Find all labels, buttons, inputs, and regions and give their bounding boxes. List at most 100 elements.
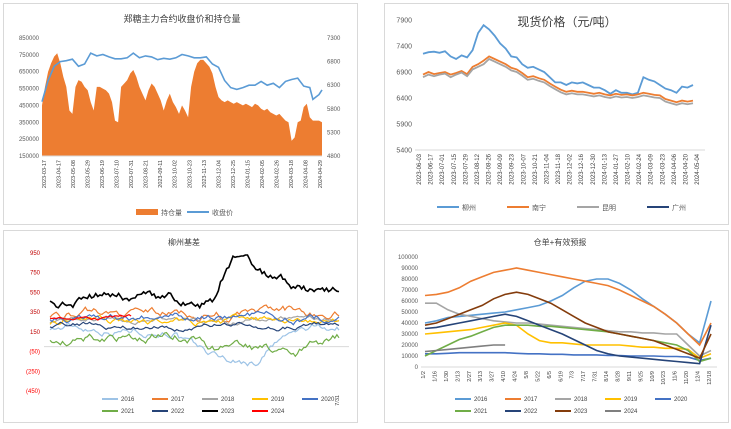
panel-zce-sugar: 郑糖主力合约收盘价和持仓量 850000 750000 650000 550000 45… [3, 3, 358, 225]
y-tick-left: 350000 [19, 120, 40, 126]
legend-label: 2024 [271, 409, 285, 415]
legend-label: 2016 [474, 397, 488, 403]
x-tick-label: 4/24 [513, 371, 519, 382]
y-tick: (50) [29, 350, 40, 356]
x-tick-label: 2024-01-15 [245, 160, 251, 188]
y-tick: 20000 [401, 343, 418, 349]
x-tick-label: 2024-01-13 [602, 153, 608, 184]
x-tick-label: 7/31 [335, 395, 341, 406]
x-tick-label: 2024-03-18 [289, 160, 295, 188]
y-tick: 50000 [401, 310, 418, 316]
y-tick: 10000 [401, 354, 418, 360]
x-tick-label: 1/16 [432, 371, 438, 382]
x-tick-label: 2024-02-26 [274, 160, 280, 188]
legend-label: 柳州 [462, 203, 476, 212]
receipts-line-2021 [424, 324, 712, 363]
y-tick: (450) [26, 389, 40, 395]
legend-label-price: 收盘价 [212, 208, 233, 217]
x-tick-label: 7/3 [570, 371, 576, 379]
x-tick-label: 2023-06-19 [100, 160, 106, 188]
legend-label: 2022 [171, 409, 185, 415]
y-tick: 90000 [401, 266, 418, 272]
x-tick-label: 2023-04-17 [57, 160, 63, 188]
x-tick-label: 3/27 [490, 371, 496, 382]
basis-line-2022 [49, 321, 340, 333]
x-tick-label: 2023-09-09 [498, 153, 504, 184]
basis-line-2018 [49, 315, 340, 326]
x-tick-label: 2023-08-12 [475, 153, 481, 184]
y-tick: 40000 [401, 321, 418, 327]
x-tick-label: 2023-10-21 [533, 153, 539, 184]
basis-line-2023 [49, 254, 340, 310]
legend-label: 昆明 [602, 204, 616, 212]
y-tick: 80000 [401, 277, 418, 283]
x-tick-label: 2023-12-25 [231, 160, 237, 188]
series-line-2 [422, 57, 694, 106]
y-tick: (250) [26, 369, 40, 375]
legend: 持仓量 收盘价 [136, 208, 233, 217]
panel-warehouse-receipts: 仓单+有效预报 100000 90000 80000 70000 60000 50000 4… [384, 230, 729, 423]
y-tick: 0 [415, 365, 419, 371]
chart-warehouse-receipts: 仓单+有效预报 10000090000800007000060000500004… [398, 237, 717, 415]
legend-label: 2023 [221, 409, 235, 415]
close-price-line [41, 52, 323, 102]
y-tick: 30000 [401, 332, 418, 338]
legend-label: 2019 [624, 397, 638, 403]
y-tick-right: 4800 [327, 154, 341, 160]
y-tick: 6400 [396, 96, 412, 103]
y-tick: 150 [30, 330, 41, 336]
y-tick: 60000 [401, 299, 418, 305]
legend-label: 2017 [524, 397, 538, 403]
x-tick-label: 10/9 [650, 371, 656, 382]
y-tick-left: 450000 [19, 103, 40, 109]
y-tick-right: 5300 [327, 130, 341, 136]
legend-label: 2016 [121, 397, 135, 403]
x-tick-label: 2023-06-17 [429, 153, 435, 184]
x-tick-label: 2023-06-03 [417, 153, 423, 184]
x-tick-label: 12/4 [696, 371, 702, 382]
x-tick-label: 2023-07-29 [463, 153, 469, 184]
legend-label-oi: 持仓量 [161, 208, 182, 217]
x-tick-label: 2023-12-02 [568, 153, 574, 184]
x-tick-label: 2023-10-07 [521, 153, 527, 184]
x-tick-label: 8/28 [615, 371, 621, 382]
y-tick-left: 550000 [19, 87, 40, 93]
x-tick-label: 11/20 [684, 371, 690, 384]
y-tick: 5900 [396, 122, 412, 129]
y-tick: 100000 [398, 255, 419, 261]
x-tick-label: 2023-07-01 [440, 153, 446, 184]
basis-line-2024 [49, 314, 132, 321]
x-tick-label: 2023-12-16 [579, 153, 585, 184]
y-tick: 5400 [396, 148, 412, 155]
receipts-line-2024 [424, 344, 506, 353]
x-tick-label: 9/25 [638, 371, 644, 382]
panel-liuzhou-basis: 柳州基差 950 750 550 350 150 (50) (250) (450) 7/31 … [3, 230, 358, 423]
legend-label: 南宁 [532, 203, 546, 212]
x-tick-label: 2023-07-10 [115, 160, 121, 188]
x-tick-label: 2023-11-13 [202, 160, 208, 188]
y-tick-left: 850000 [19, 36, 40, 42]
x-tick-label: 2024-02-24 [637, 153, 643, 184]
x-tick-label: 2023-05-29 [86, 160, 92, 188]
y-tick-right: 6800 [327, 60, 341, 66]
legend-label: 2017 [171, 397, 185, 403]
x-tick-label: 2024-04-20 [683, 153, 689, 184]
x-tick-label: 10/23 [661, 371, 667, 385]
y-tick-left: 750000 [19, 53, 40, 59]
receipts-line-2023 [424, 291, 712, 360]
legend-label: 2018 [221, 397, 235, 403]
x-tick-label: 2024-02-05 [260, 160, 266, 188]
chart-title: 现货价格（元/吨） [517, 14, 616, 29]
x-tick-label: 2023-12-30 [591, 153, 597, 184]
x-tick-label: 2023-10-23 [187, 160, 193, 188]
x-tick-label: 2023-03-17 [42, 160, 48, 188]
x-tick-label: 3/13 [478, 371, 484, 382]
chart-title: 柳州基差 [168, 237, 200, 247]
legend-label: 2020 [321, 397, 335, 403]
y-tick-right: 6300 [327, 83, 341, 89]
series-line-0 [422, 23, 694, 96]
chart-spot-price: 现货价格（元/吨） 7900 7400 6900 6400 5900 5400 2023-… [396, 14, 705, 212]
x-tick-label: 11/6 [673, 371, 679, 381]
x-tick-label: 4/10 [501, 371, 507, 382]
